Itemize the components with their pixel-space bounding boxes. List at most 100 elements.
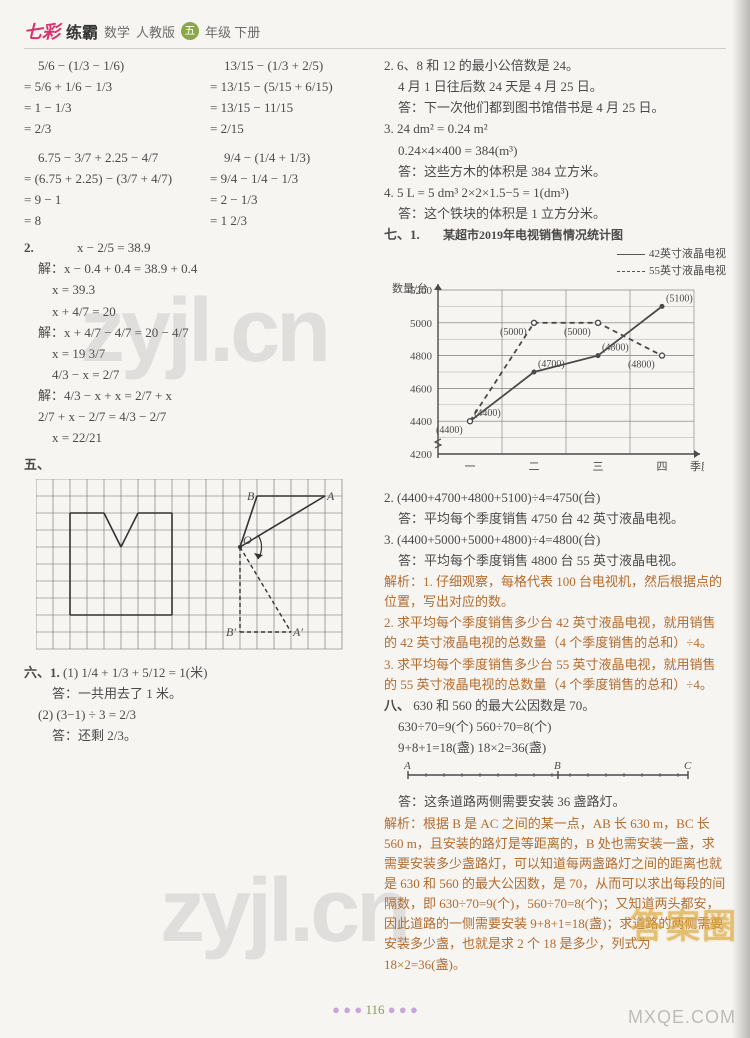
grade-suffix: 年级 下册 (205, 22, 260, 41)
i2-s1: 解：x − 0.4 + 0.4 = 38.9 + 0.4 (24, 259, 366, 279)
svg-text:B′: B′ (226, 625, 236, 639)
r-q73-l1: 3. (4400+5000+5000+4800)÷4=4800(台) (384, 530, 726, 550)
section-5-label: 五、 (24, 455, 366, 475)
line-diagram: A B C (398, 759, 698, 785)
i2-s4: x = 19 3/7 (24, 344, 366, 364)
svg-text:B: B (247, 489, 255, 503)
eqa-l3r: = 13/15 − 11/15 (210, 98, 366, 118)
chart-title: 某超市2019年电视销售情况统计图 (443, 228, 623, 242)
i2-s5: 解：4/3 − x + x = 2/7 + x (24, 386, 366, 406)
eqa-l4r: = 2/15 (210, 119, 366, 139)
r-q2-l2: 4 月 1 日往后数 24 天是 4 月 25 日。 (384, 77, 726, 97)
right-column: 2. 6、8 和 12 的最小公倍数是 24。 4 月 1 日往后数 24 天是… (384, 55, 726, 998)
svg-text:4400: 4400 (410, 417, 433, 429)
equation-block-b: 6.75 − 3/7 + 2.25 − 4/7 = (6.75 + 2.25) … (24, 147, 366, 233)
analysis-2: 3. 求平均每个季度销售多少台 55 英寸液晶电视，就用销售的 55 英寸液晶电… (384, 655, 726, 695)
svg-text:5200: 5200 (410, 285, 433, 297)
eqb-l4l: = 8 (24, 211, 180, 231)
eqa-l1r: 13/15 − (1/3 + 2/5) (210, 56, 366, 76)
brand-qicai: 七彩 (24, 18, 60, 44)
mxqe-mark: MXQE.COM (628, 1007, 736, 1028)
r-q3-l3: 答：这些方木的体积是 384 立方米。 (384, 162, 726, 182)
section-6-label: 六、1. (24, 665, 60, 680)
svg-text:三: 三 (593, 461, 604, 473)
svg-text:季度: 季度 (690, 459, 704, 473)
section-8-label: 八、 (384, 698, 410, 713)
svg-text:(4800): (4800) (602, 343, 629, 354)
svg-text:四: 四 (657, 461, 668, 473)
svg-text:5000: 5000 (410, 318, 433, 330)
r-q4-l2: 答：这个铁块的体积是 1 立方分米。 (384, 204, 726, 224)
svg-text:一: 一 (465, 461, 476, 473)
r-q73-l2: 答：平均每个季度销售 4800 台 55 英寸液晶电视。 (384, 551, 726, 571)
eqb-l1l: 6.75 − 3/7 + 2.25 − 4/7 (24, 148, 180, 168)
svg-text:A: A (403, 760, 411, 772)
eight-l4: 答：这条道路两侧需要安装 36 盏路灯。 (384, 792, 726, 812)
i2-e2: x + 4/7 = 20 (24, 302, 366, 322)
item2-label: 2. (24, 240, 34, 255)
chart-legend: 42英寸液晶电视 55英寸液晶电视 (384, 246, 726, 280)
page-header: 七彩 练霸 数学 人教版 五 年级 下册 (24, 18, 726, 49)
eqa-l1l: 5/6 − (1/3 − 1/6) (24, 56, 180, 76)
eqa-l3l: = 1 − 1/3 (24, 98, 180, 118)
pagenum-value: 116 (365, 1002, 384, 1017)
six-l2: (2) (3−1) ÷ 3 = 2/3 (24, 705, 366, 725)
r-q3-l2: 0.24×4×400 = 384(m³) (384, 141, 726, 161)
eqb-l3l: = 9 − 1 (24, 190, 180, 210)
r-q3-l1: 3. 24 dm² = 0.24 m² (384, 119, 726, 139)
six-a2: 答：还剩 2/3。 (24, 726, 366, 746)
r-q2-l1: 2. 6、8 和 12 的最小公倍数是 24。 (384, 56, 726, 76)
svg-text:(4400): (4400) (436, 426, 463, 437)
page-number: ● ● ● 116 ● ● ● (24, 1002, 726, 1018)
svg-text:(4700): (4700) (538, 359, 565, 370)
i2-s7: x = 22/21 (24, 428, 366, 448)
eqa-l2r: = 13/15 − (5/15 + 6/15) (210, 77, 366, 97)
r-q2-l3: 答：下一次他们都到图书馆借书是 4 月 25 日。 (384, 98, 726, 118)
i2-e3: 4/3 − x = 2/7 (24, 365, 366, 385)
six-l1: (1) 1/4 + 1/3 + 5/12 = 1(米) (63, 665, 207, 680)
chart-svg: 数量/台420044004600480050005200一二三四季度(4400)… (384, 280, 704, 480)
left-column: 5/6 − (1/3 − 1/6) = 5/6 + 1/6 − 1/3 = 1 … (24, 55, 366, 998)
eight-l1: 630 和 560 的最大公因数是 70。 (413, 698, 595, 713)
svg-text:4600: 4600 (410, 384, 433, 396)
i2-s3: 解：x + 4/7 − 4/7 = 20 − 4/7 (24, 323, 366, 343)
svg-text:(5000): (5000) (564, 327, 591, 338)
svg-text:C: C (684, 760, 692, 772)
grid-figure: OABA′B′ (36, 479, 366, 657)
svg-text:(4800): (4800) (628, 360, 655, 371)
svg-text:B: B (554, 760, 561, 772)
svg-text:A: A (326, 489, 335, 503)
i2-s2: x = 39.3 (24, 280, 366, 300)
eight-expl: 解析：根据 B 是 AC 之间的某一点，AB 长 630 m，BC 长 560 … (384, 814, 726, 975)
eqb-l1r: 9/4 − (1/4 + 1/3) (210, 148, 366, 168)
eqa-l4l: = 2/3 (24, 119, 180, 139)
answer-stamp: 答案圈 (630, 899, 738, 948)
edition: 人教版 (136, 22, 175, 41)
r-q72-l1: 2. (4400+4700+4800+5100)÷4=4750(台) (384, 488, 726, 508)
eqb-l3r: = 2 − 1/3 (210, 190, 366, 210)
eqa-l2l: = 5/6 + 1/6 − 1/3 (24, 77, 180, 97)
i2-s6: 2/7 + x − 2/7 = 4/3 − 2/7 (24, 407, 366, 427)
grade-badge: 五 (181, 22, 199, 40)
page-edge-shadow (732, 0, 750, 1038)
eight-l3: 9+8+1=18(盏) 18×2=36(盏) (384, 738, 726, 758)
legend-b: 55英寸液晶电视 (649, 265, 726, 277)
subject: 数学 (104, 22, 130, 41)
analysis-0: 解析：1. 仔细观察，每格代表 100 台电视机，然后根据点的位置，写出对应的数… (384, 572, 726, 612)
r-q4-l1: 4. 5 L = 5 dm³ 2×2×1.5−5 = 1(dm³) (384, 183, 726, 203)
eqb-l4r: = 1 2/3 (210, 211, 366, 231)
section-7-label: 七、1. (384, 227, 420, 242)
svg-text:二: 二 (529, 461, 540, 473)
six-a1: 答：一共用去了 1 米。 (24, 684, 366, 704)
eqb-l2r: = 9/4 − 1/4 − 1/3 (210, 169, 366, 189)
r-q72-l2: 答：平均每个季度销售 4750 台 42 英寸液晶电视。 (384, 509, 726, 529)
svg-text:4800: 4800 (410, 351, 433, 363)
equation-block-a: 5/6 − (1/3 − 1/6) = 5/6 + 1/6 − 1/3 = 1 … (24, 55, 366, 141)
analysis-1: 2. 求平均每个季度销售多少台 42 英寸液晶电视，就用销售的 42 英寸液晶电… (384, 613, 726, 653)
svg-text:(5000): (5000) (500, 327, 527, 338)
grid-svg: OABA′B′ (36, 479, 344, 651)
svg-text:A′: A′ (292, 625, 303, 639)
eight-l2: 630÷70=9(个) 560÷70=8(个) (384, 717, 726, 737)
svg-text:(5100): (5100) (666, 294, 693, 305)
svg-text:4200: 4200 (410, 449, 433, 461)
